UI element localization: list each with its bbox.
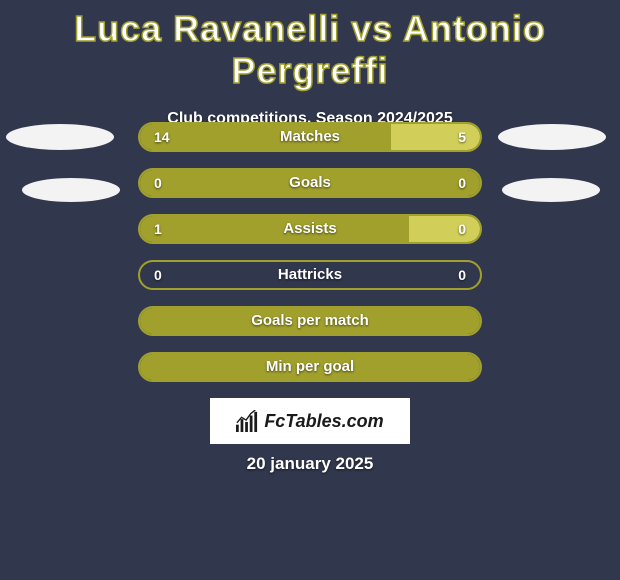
stat-bar: Min per goal [138,352,482,382]
date-text: 20 january 2025 [0,454,620,474]
stat-bar: Goals per match [138,306,482,336]
logo-box: FcTables.com [210,398,410,444]
stat-bar-label: Min per goal [140,354,480,380]
stat-bar-left-value: 0 [154,262,162,288]
stat-bar-left-value: 14 [154,124,170,150]
stat-bar: Matches14 5 [138,122,482,152]
stat-bar-right-value: 0 [458,216,466,242]
stat-bar-right-value: 5 [458,124,466,150]
stat-bar-right-value: 0 [458,170,466,196]
logo-icon [236,410,258,432]
stat-bar-left-value: 0 [154,170,162,196]
stat-bar-label: Assists [140,216,480,242]
stat-bar: Goals0 0 [138,168,482,198]
stat-bar-left-value: 1 [154,216,162,242]
stat-bar-label: Matches [140,124,480,150]
stat-bar-label: Hattricks [140,262,480,288]
placeholder-ellipse [498,124,606,150]
placeholder-ellipse [6,124,114,150]
stat-bar: Assists1 0 [138,214,482,244]
stat-bar-right-value: 0 [458,262,466,288]
comparison-bars: Matches145Goals00Assists10Hattricks00Goa… [138,122,482,398]
placeholder-ellipse [22,178,120,202]
stat-bar: Hattricks0 0 [138,260,482,290]
logo-text: FcTables.com [264,411,383,432]
stat-bar-label: Goals per match [140,308,480,334]
page-title: Luca Ravanelli vs Antonio Pergreffi [0,0,620,92]
stat-bar-label: Goals [140,170,480,196]
placeholder-ellipse [502,178,600,202]
